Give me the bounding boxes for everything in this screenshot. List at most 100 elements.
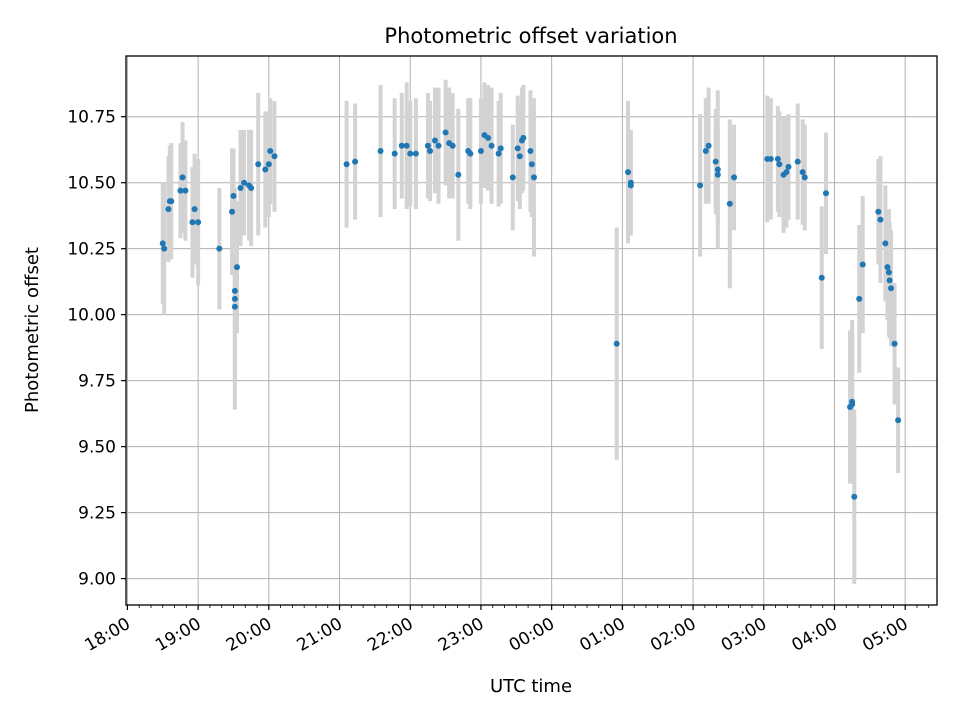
data-point xyxy=(255,161,262,168)
data-point xyxy=(714,171,721,178)
data-point xyxy=(248,184,255,191)
data-point xyxy=(726,200,733,207)
data-point xyxy=(731,174,738,181)
data-point xyxy=(851,493,858,500)
data-point xyxy=(888,285,895,292)
data-point xyxy=(774,155,781,162)
data-point xyxy=(427,148,434,155)
data-point xyxy=(237,184,244,191)
data-point xyxy=(412,150,419,157)
data-point xyxy=(705,142,712,149)
data-point xyxy=(488,142,495,149)
y-tick-label: 9.25 xyxy=(78,504,116,524)
y-axis-label: Photometric offset xyxy=(22,247,43,413)
data-point xyxy=(442,129,449,136)
data-point xyxy=(875,208,882,215)
data-point xyxy=(799,169,806,176)
data-point xyxy=(528,161,535,168)
data-point xyxy=(877,216,884,223)
data-point xyxy=(265,161,272,168)
data-point xyxy=(859,261,866,268)
data-point xyxy=(697,182,704,189)
plot-frame xyxy=(125,55,938,606)
data-point xyxy=(527,148,534,155)
data-point xyxy=(195,219,202,226)
data-point xyxy=(776,161,783,168)
data-point xyxy=(884,264,891,271)
data-point xyxy=(849,398,856,405)
data-point xyxy=(767,155,774,162)
data-point xyxy=(271,153,278,160)
y-axis-ticks: 9.00 9.25 9.50 9.75 10.00 10.25 10.50 10.75 xyxy=(67,108,126,590)
data-point xyxy=(189,219,196,226)
data-point xyxy=(794,158,801,165)
data-point xyxy=(509,174,516,181)
data-point xyxy=(516,153,523,160)
y-tick-label: 10.00 xyxy=(67,306,116,326)
y-tick-label: 10.25 xyxy=(67,240,116,260)
data-point xyxy=(231,303,238,310)
data-point xyxy=(191,206,198,213)
data-point xyxy=(231,295,238,302)
data-point xyxy=(431,137,438,144)
data-point xyxy=(391,150,398,157)
data-point xyxy=(856,295,863,302)
data-point xyxy=(485,134,492,141)
data-point xyxy=(229,208,236,215)
data-point xyxy=(785,163,792,170)
data-point xyxy=(234,264,241,271)
data-point xyxy=(262,166,269,173)
data-point xyxy=(895,417,902,424)
data-point xyxy=(627,182,634,189)
data-point xyxy=(714,166,721,173)
data-markers xyxy=(159,129,902,500)
data-point xyxy=(530,174,537,181)
data-point xyxy=(886,277,893,284)
data-point xyxy=(449,142,456,149)
data-point xyxy=(352,158,359,165)
data-point xyxy=(168,198,175,205)
data-point xyxy=(712,158,719,165)
data-point xyxy=(424,142,431,149)
data-point xyxy=(613,340,620,347)
data-point xyxy=(818,274,825,281)
data-point xyxy=(407,150,414,157)
data-point xyxy=(161,245,168,252)
data-point xyxy=(179,174,186,181)
data-point xyxy=(822,190,829,197)
y-tick-label: 10.50 xyxy=(67,174,116,194)
data-point xyxy=(231,287,238,294)
data-point xyxy=(267,148,274,155)
data-point xyxy=(343,161,350,168)
chart-title: Photometric offset variation xyxy=(384,24,677,48)
data-point xyxy=(467,150,474,157)
y-tick-label: 10.75 xyxy=(67,108,116,128)
data-point xyxy=(230,192,237,199)
data-point xyxy=(216,245,223,252)
y-tick-label: 9.75 xyxy=(78,372,116,392)
data-point xyxy=(882,240,889,247)
data-point xyxy=(497,145,504,152)
data-point xyxy=(182,187,189,194)
data-point xyxy=(783,169,790,176)
data-point xyxy=(477,148,484,155)
x-axis-label: UTC time xyxy=(490,676,572,697)
data-point xyxy=(514,145,521,152)
data-point xyxy=(377,148,384,155)
data-point xyxy=(165,206,172,213)
y-tick-label: 9.50 xyxy=(78,438,116,458)
data-point xyxy=(625,169,632,176)
data-point xyxy=(398,142,405,149)
data-point xyxy=(520,134,527,141)
data-point xyxy=(241,179,248,186)
y-tick-label: 9.00 xyxy=(78,570,116,590)
data-point xyxy=(495,150,502,157)
data-point xyxy=(801,174,808,181)
data-point xyxy=(455,171,462,178)
data-point xyxy=(435,142,442,149)
data-point xyxy=(159,240,166,247)
data-point xyxy=(403,142,410,149)
data-point xyxy=(177,187,184,194)
